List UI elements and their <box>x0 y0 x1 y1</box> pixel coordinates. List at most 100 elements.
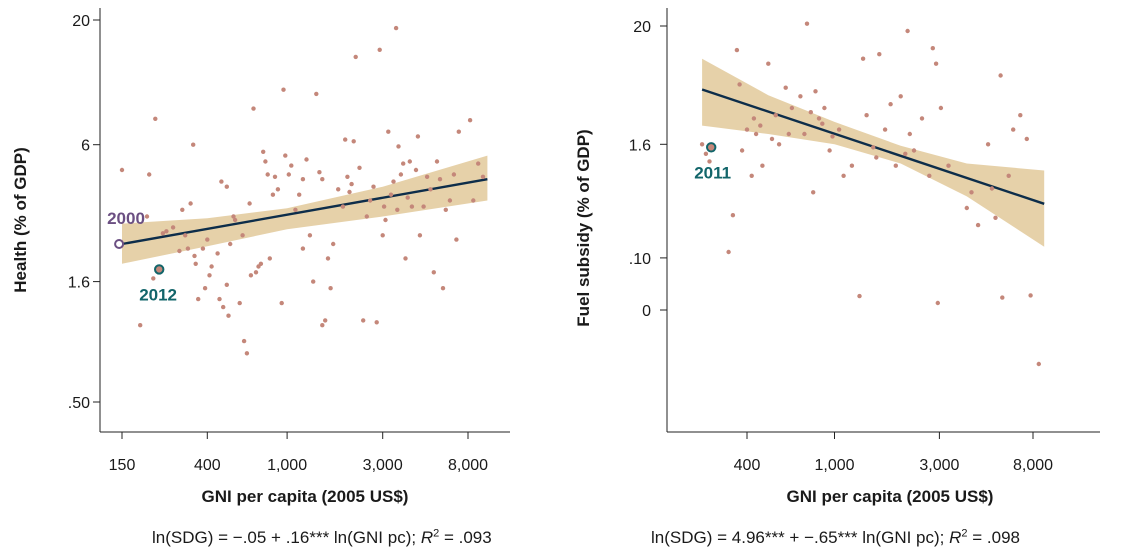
data-point <box>437 177 443 182</box>
data-point <box>383 217 388 223</box>
data-point <box>221 304 226 310</box>
equation-r: R <box>949 528 962 547</box>
data-point <box>749 173 754 178</box>
data-point <box>415 134 421 139</box>
x-tick-label: 150 <box>109 457 136 474</box>
data-point <box>964 205 969 211</box>
y-tick-label: 6 <box>81 138 90 155</box>
regression-equation: ln(SDG) = −.05 + .16*** ln(GNI pc); R2 =… <box>152 528 492 548</box>
x-tick-label: 400 <box>734 457 761 474</box>
data-point <box>816 116 822 121</box>
y-tick-label: 1.6 <box>629 137 651 154</box>
data-point <box>147 172 152 177</box>
data-point <box>170 225 176 230</box>
data-point <box>336 187 341 192</box>
data-point <box>919 116 925 121</box>
health-chart-panel: 2000 2012 .50 1.6 6 20 150 400 1,000 3,000 8,000 … <box>11 8 510 548</box>
data-point <box>353 54 358 60</box>
data-point <box>903 151 908 156</box>
data-point <box>226 313 231 318</box>
data-point <box>237 300 242 306</box>
highlight-label-2012: 2012 <box>139 285 177 304</box>
data-point <box>440 286 446 291</box>
regression-equation: ln(SDG) = 4.96*** + −.65*** ln(GNI pc); … <box>651 528 1020 548</box>
data-point <box>751 116 757 121</box>
y-tick-label: 0 <box>642 303 651 320</box>
data-point <box>985 142 991 147</box>
data-point <box>820 121 825 126</box>
data-point <box>275 187 281 192</box>
data-point <box>804 21 810 26</box>
data-point <box>251 106 256 111</box>
y-axis-title: Fuel subsidy (% of GDP) <box>574 129 593 326</box>
data-point <box>320 177 325 182</box>
data-point <box>827 148 832 153</box>
data-point <box>451 172 457 177</box>
equation-r: R <box>420 528 434 547</box>
data-point <box>813 89 818 94</box>
data-point <box>454 237 459 242</box>
x-tick-label: 3,000 <box>919 457 959 474</box>
data-point <box>905 28 910 34</box>
data-point <box>773 113 778 118</box>
data-point <box>707 159 712 164</box>
data-point <box>930 46 935 51</box>
data-point <box>293 207 298 212</box>
data-point <box>202 286 208 291</box>
data-point <box>898 94 903 99</box>
data-point <box>241 338 247 344</box>
highlight-label-2011: 2011 <box>694 163 731 182</box>
data-point <box>328 286 333 291</box>
data-point <box>726 249 731 255</box>
y-tick-label: 1.6 <box>68 275 90 292</box>
data-point <box>381 204 387 209</box>
x-axis-title: GNI per capita (2005 US$) <box>787 487 994 506</box>
equation-text: ln(SDG) = 4.96*** + −.65*** ln(GNI pc); <box>651 528 950 547</box>
x-tick-label: 1,000 <box>814 457 854 474</box>
data-point <box>345 174 350 179</box>
data-point <box>314 91 319 97</box>
data-point <box>421 204 426 209</box>
x-axis-title: GNI per capita (2005 US$) <box>202 487 409 506</box>
data-point <box>969 190 974 195</box>
data-point <box>758 123 763 128</box>
data-point <box>753 131 759 137</box>
data-point <box>228 241 233 247</box>
data-point <box>739 148 745 153</box>
data-point <box>270 192 276 197</box>
data-point <box>911 148 917 153</box>
data-point <box>192 253 197 259</box>
data-point <box>320 323 325 328</box>
data-point <box>160 231 166 236</box>
data-point <box>1000 295 1005 300</box>
regression-line <box>121 178 488 246</box>
x-tick-label: 1,000 <box>267 457 307 474</box>
data-point <box>789 105 795 111</box>
data-point <box>993 215 998 220</box>
data-point <box>300 246 306 251</box>
data-point <box>248 273 254 278</box>
data-point <box>434 159 440 164</box>
data-point <box>263 159 268 164</box>
data-point <box>196 296 201 302</box>
confidence-band <box>122 155 488 264</box>
data-point <box>401 161 406 166</box>
data-point <box>907 131 912 137</box>
data-point <box>737 82 742 87</box>
highlight-marker-2000 <box>114 239 125 249</box>
data-point <box>224 184 229 189</box>
data-point <box>391 179 396 184</box>
data-point <box>776 142 782 147</box>
data-point <box>205 237 210 242</box>
data-point <box>177 248 182 254</box>
data-point <box>467 118 473 123</box>
data-point <box>119 167 125 173</box>
data-point <box>151 276 156 281</box>
data-point <box>424 174 430 179</box>
data-point <box>409 204 415 209</box>
data-point <box>766 61 771 66</box>
data-point <box>744 127 750 132</box>
data-point <box>261 149 266 154</box>
data-point <box>893 163 898 168</box>
